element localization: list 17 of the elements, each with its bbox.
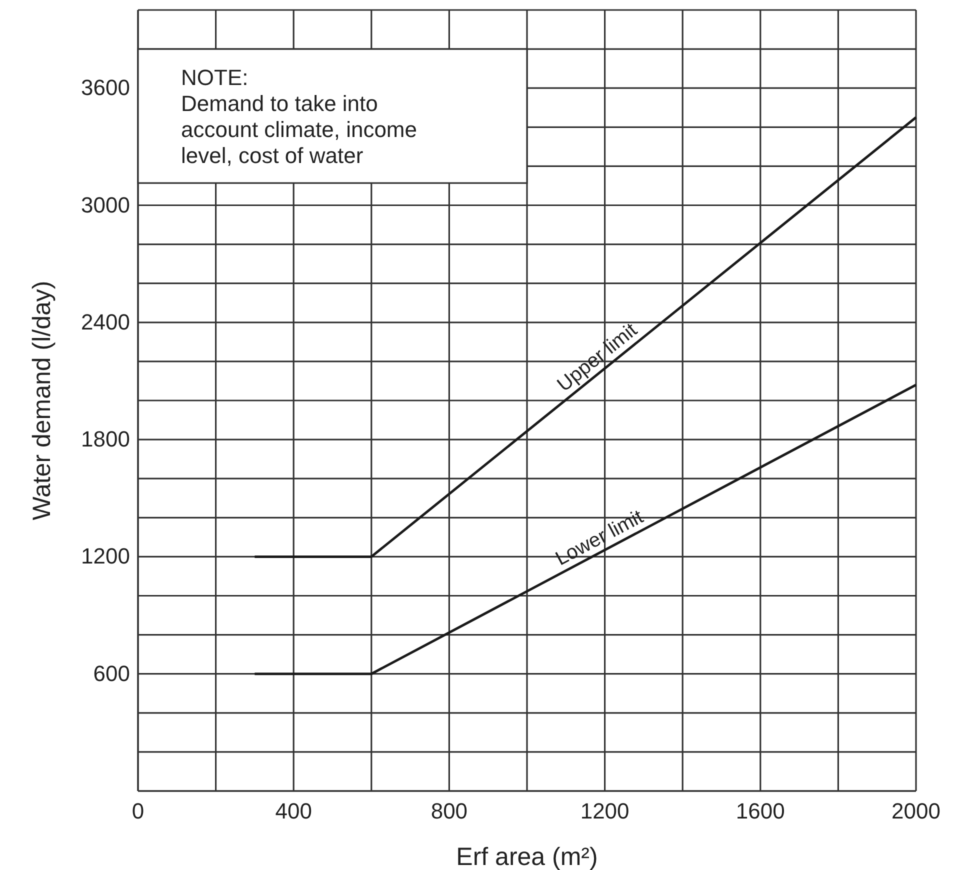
- y-axis-title: Water demand (l/day): [28, 280, 56, 520]
- x-tick-label: 400: [275, 798, 312, 824]
- x-axis-title: Erf area (m²): [456, 843, 598, 870]
- y-tick-label: 3000: [81, 192, 130, 218]
- x-tick-label: 800: [430, 798, 468, 824]
- y-tick-label: 600: [93, 660, 130, 686]
- x-tick-label: 0: [132, 798, 144, 824]
- x-tick-label: 1200: [580, 798, 630, 824]
- annotation: NOTE: Demand to take into account climate, income level, cost of water: [181, 65, 417, 168]
- y-tick-label: 1800: [81, 426, 130, 452]
- note-box: NOTE: Demand to take into account climate, income level, cost of water: [137, 48, 528, 184]
- y-tick-label: 3600: [81, 75, 130, 100]
- y-tick-label: 1200: [81, 544, 130, 569]
- text: Lower limit: [552, 506, 648, 570]
- x-tick-label: 1600: [736, 798, 785, 824]
- y-tick-label: 2400: [81, 309, 130, 334]
- x-tick-label: 2000: [892, 798, 940, 824]
